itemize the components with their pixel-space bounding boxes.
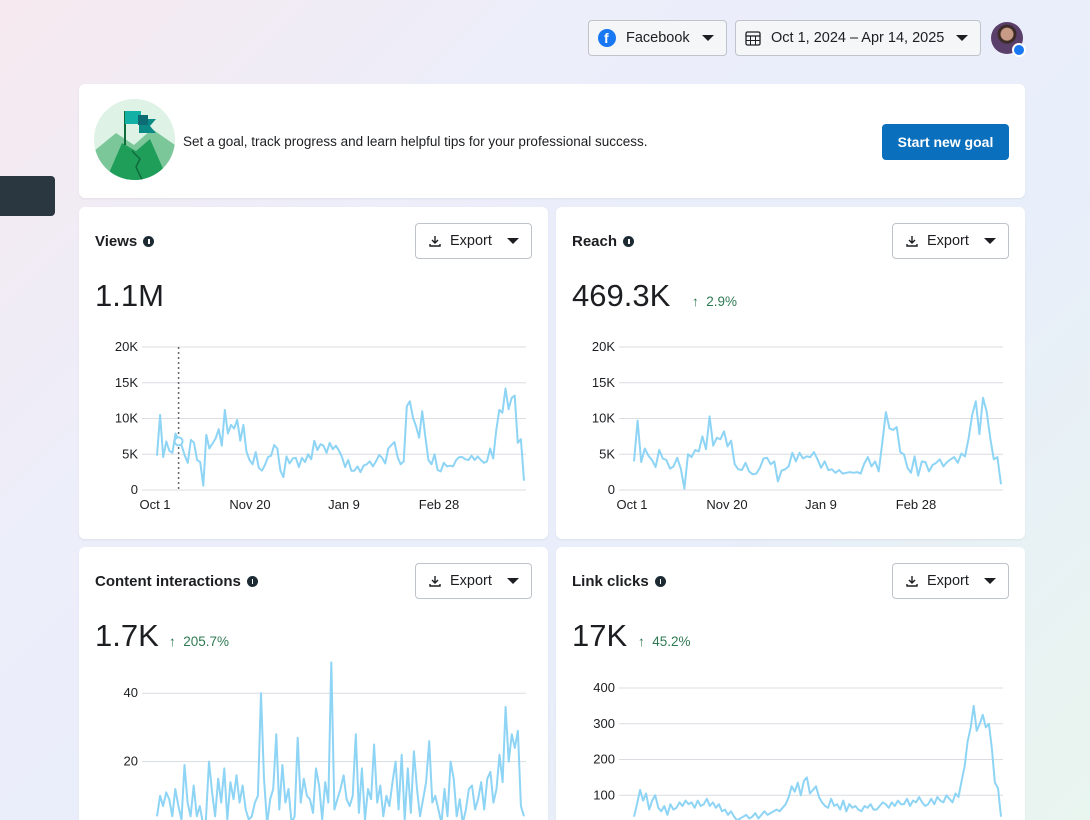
y-tick-label: 15K xyxy=(592,375,615,390)
y-tick-label: 0 xyxy=(608,482,615,497)
card-title-text: Views xyxy=(95,233,138,250)
metric-value: 17K xyxy=(572,618,628,653)
card-title-text: Reach xyxy=(572,233,618,250)
export-button[interactable]: Export xyxy=(415,223,532,259)
x-tick-label: Oct 1 xyxy=(139,497,170,512)
change-value: 205.7% xyxy=(183,634,230,649)
info-icon[interactable] xyxy=(654,576,666,587)
y-tick-label: 200 xyxy=(593,752,615,767)
card-title: Reach xyxy=(572,233,635,250)
export-label: Export xyxy=(450,573,492,589)
export-label: Export xyxy=(927,233,969,249)
content-interactions-chart: 40 20 xyxy=(124,661,526,820)
download-icon xyxy=(906,576,918,587)
date-range-dropdown[interactable]: Oct 1, 2024 – Apr 14, 2025 xyxy=(735,20,981,56)
x-tick-label: Nov 20 xyxy=(706,497,747,512)
export-button[interactable]: Export xyxy=(415,563,532,599)
change-badge: ↑ 205.7% xyxy=(169,634,230,649)
hover-point xyxy=(173,436,184,447)
card-title-text: Content interactions xyxy=(95,573,241,590)
y-tick-label: 300 xyxy=(593,716,615,731)
header-controls: Facebook Oct 1, 2024 – Apr 14, 2025 xyxy=(588,20,981,56)
y-tick-label: 40 xyxy=(124,685,138,700)
download-icon xyxy=(906,236,918,247)
x-tick-label: Oct 1 xyxy=(616,497,647,512)
metric-value: 1.1M xyxy=(95,278,164,313)
link-clicks-card: Link clicks Export 17K ↑ 45.2% 400 300 200… xyxy=(556,547,1025,820)
metric-value: 469.3K xyxy=(572,278,671,313)
y-tick-label: 0 xyxy=(131,482,138,497)
card-title: Content interactions xyxy=(95,573,258,590)
y-tick-label: 5K xyxy=(122,446,138,461)
metric-value: 1.7K xyxy=(95,618,159,653)
change-badge: ↑ 2.9% xyxy=(692,294,738,309)
y-tick-label: 20K xyxy=(115,339,138,354)
download-icon xyxy=(429,236,441,247)
info-icon[interactable] xyxy=(623,236,635,247)
platform-dropdown[interactable]: Facebook xyxy=(588,20,727,56)
goal-banner-text: Set a goal, track progress and learn hel… xyxy=(183,134,648,149)
facebook-badge-icon xyxy=(1012,43,1026,57)
export-label: Export xyxy=(450,233,492,249)
download-icon xyxy=(429,576,441,587)
chevron-down-icon xyxy=(956,35,968,41)
calendar-icon xyxy=(745,31,761,46)
avatar[interactable] xyxy=(991,22,1026,57)
change-badge: ↑ 45.2% xyxy=(638,634,691,649)
export-button[interactable]: Export xyxy=(892,563,1009,599)
link-clicks-chart: 400 300 200 100 xyxy=(593,680,1003,820)
content-interactions-card: Content interactions Export 1.7K ↑ 205.7… xyxy=(79,547,548,820)
start-new-goal-button[interactable]: Start new goal xyxy=(882,124,1009,160)
series-line xyxy=(633,704,1002,820)
x-tick-label: Jan 9 xyxy=(328,497,360,512)
series-line xyxy=(156,387,525,487)
chevron-down-icon xyxy=(507,238,519,244)
card-title-text: Link clicks xyxy=(572,573,649,590)
platform-dropdown-label: Facebook xyxy=(626,30,690,46)
info-icon[interactable] xyxy=(246,576,258,587)
y-tick-label: 20K xyxy=(592,339,615,354)
y-tick-label: 5K xyxy=(599,446,615,461)
goal-illustration xyxy=(94,99,175,180)
y-tick-label: 15K xyxy=(115,375,138,390)
change-value: 2.9% xyxy=(706,294,738,309)
chevron-down-icon xyxy=(984,578,996,584)
views-card: Views Export 1.1M 20K 15K 10K 5K 0 Oct 1 Nov 2… xyxy=(79,207,548,539)
goal-banner: Set a goal, track progress and learn hel… xyxy=(79,84,1025,198)
x-tick-label: Nov 20 xyxy=(229,497,270,512)
x-tick-label: Feb 28 xyxy=(896,497,936,512)
export-button[interactable]: Export xyxy=(892,223,1009,259)
x-tick-label: Feb 28 xyxy=(419,497,459,512)
chevron-down-icon xyxy=(984,238,996,244)
date-range-label: Oct 1, 2024 – Apr 14, 2025 xyxy=(771,30,945,46)
reach-card: Reach Export 469.3K ↑ 2.9% 20K 15K 10K 5K 0 O… xyxy=(556,207,1025,539)
card-title: Link clicks xyxy=(572,573,666,590)
chevron-down-icon xyxy=(507,578,519,584)
y-tick-label: 10K xyxy=(115,411,138,426)
y-tick-label: 20 xyxy=(124,754,138,769)
facebook-icon xyxy=(598,29,616,47)
side-drawer-handle[interactable] xyxy=(0,176,55,216)
y-tick-label: 100 xyxy=(593,787,615,802)
series-line xyxy=(156,661,525,820)
change-value: 45.2% xyxy=(652,634,691,649)
export-label: Export xyxy=(927,573,969,589)
y-tick-label: 400 xyxy=(593,680,615,695)
info-icon[interactable] xyxy=(143,236,155,247)
card-title: Views xyxy=(95,233,155,250)
y-tick-label: 10K xyxy=(592,411,615,426)
series-line xyxy=(633,396,1002,490)
chevron-down-icon xyxy=(702,35,714,41)
x-tick-label: Jan 9 xyxy=(805,497,837,512)
